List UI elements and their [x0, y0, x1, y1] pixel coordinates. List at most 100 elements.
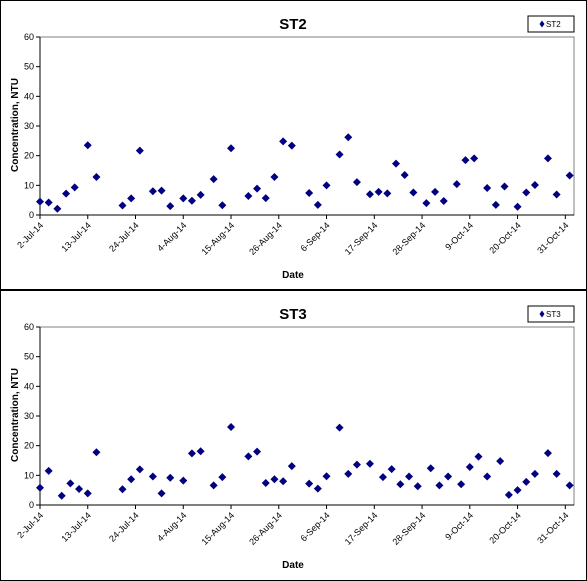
- data-point: [313, 484, 322, 493]
- data-point: [513, 486, 522, 495]
- data-point: [227, 422, 236, 431]
- data-point: [491, 200, 500, 209]
- data-point: [522, 188, 531, 197]
- data-point: [500, 182, 509, 191]
- data-point: [565, 481, 574, 490]
- y-tick-label: 0: [29, 210, 34, 220]
- legend-marker: [539, 310, 545, 318]
- data-point: [62, 189, 71, 198]
- data-point: [166, 473, 175, 482]
- data-point: [409, 188, 418, 197]
- data-point: [44, 466, 53, 475]
- data-point: [92, 448, 101, 457]
- y-tick-label: 50: [24, 62, 34, 72]
- data-point: [305, 189, 314, 198]
- y-axis-title: Concentration, NTU: [10, 78, 21, 172]
- data-point: [322, 181, 331, 190]
- data-point: [135, 146, 144, 155]
- y-tick-label: 0: [29, 500, 34, 510]
- data-point: [352, 460, 361, 469]
- data-point: [496, 457, 505, 466]
- data-point: [465, 463, 474, 472]
- data-point: [261, 194, 270, 203]
- data-point: [444, 472, 453, 481]
- data-point: [383, 189, 392, 198]
- data-point: [287, 141, 296, 150]
- y-tick-label: 50: [24, 352, 34, 362]
- data-point: [44, 198, 53, 207]
- data-point: [552, 469, 561, 478]
- data-point: [344, 469, 353, 478]
- data-point: [413, 482, 422, 491]
- data-point: [335, 423, 344, 432]
- chart-title: ST3: [279, 306, 307, 323]
- data-point: [196, 190, 205, 199]
- data-point: [244, 192, 253, 201]
- data-point: [439, 197, 448, 206]
- data-point: [530, 469, 539, 478]
- data-point: [261, 479, 270, 488]
- data-point: [218, 473, 227, 482]
- data-point: [127, 475, 136, 484]
- data-point: [179, 476, 188, 485]
- data-point: [148, 187, 157, 196]
- data-point: [552, 190, 561, 199]
- data-point: [405, 472, 414, 481]
- data-point: [396, 480, 405, 489]
- data-point: [253, 447, 262, 456]
- data-point: [400, 170, 409, 179]
- data-point: [474, 452, 483, 461]
- data-point: [457, 480, 466, 489]
- legend-box: [527, 15, 575, 33]
- data-point: [435, 481, 444, 490]
- data-point: [431, 187, 440, 196]
- chart-frame: [0, 290, 587, 581]
- data-point: [92, 173, 101, 182]
- y-tick-label: 10: [24, 180, 34, 190]
- data-point: [522, 477, 531, 486]
- legend-marker: [539, 20, 545, 28]
- data-point: [157, 186, 166, 195]
- data-point: [70, 183, 79, 192]
- data-point: [565, 171, 574, 180]
- data-point: [270, 475, 279, 484]
- data-point: [36, 483, 44, 492]
- data-point: [135, 465, 144, 474]
- data-point: [352, 178, 361, 187]
- data-point: [218, 201, 227, 210]
- data-point: [530, 181, 539, 190]
- data-point: [127, 194, 136, 203]
- data-point: [227, 144, 236, 153]
- y-tick-label: 20: [24, 441, 34, 451]
- data-point: [209, 481, 218, 490]
- chart-panel-st2: ST2 ST2 Concentration, NTU Date 0 10 20 30 4…: [0, 0, 587, 290]
- legend-box: [527, 305, 575, 323]
- data-point: [270, 173, 279, 182]
- data-point: [470, 154, 479, 163]
- data-point: [148, 472, 157, 481]
- legend-label: ST2: [546, 20, 561, 29]
- data-point: [543, 449, 552, 458]
- data-point: [305, 479, 314, 488]
- data-point: [461, 156, 470, 165]
- data-point: [83, 141, 92, 150]
- data-point: [53, 204, 62, 213]
- data-point: [365, 190, 374, 199]
- data-point: [365, 459, 374, 468]
- data-point: [374, 187, 383, 196]
- y-tick-label: 40: [24, 381, 34, 391]
- legend-label: ST3: [546, 310, 561, 319]
- data-point: [504, 490, 513, 499]
- y-tick-label: 40: [24, 91, 34, 101]
- data-point: [322, 472, 331, 481]
- y-tick-label: 60: [24, 32, 34, 42]
- data-point: [422, 199, 431, 208]
- data-point: [118, 201, 127, 210]
- y-tick-label: 30: [24, 411, 34, 421]
- y-tick-label: 10: [24, 470, 34, 480]
- data-point: [244, 452, 253, 461]
- data-point: [344, 133, 353, 142]
- data-point: [426, 464, 435, 473]
- data-point: [279, 477, 288, 486]
- data-point: [75, 484, 84, 493]
